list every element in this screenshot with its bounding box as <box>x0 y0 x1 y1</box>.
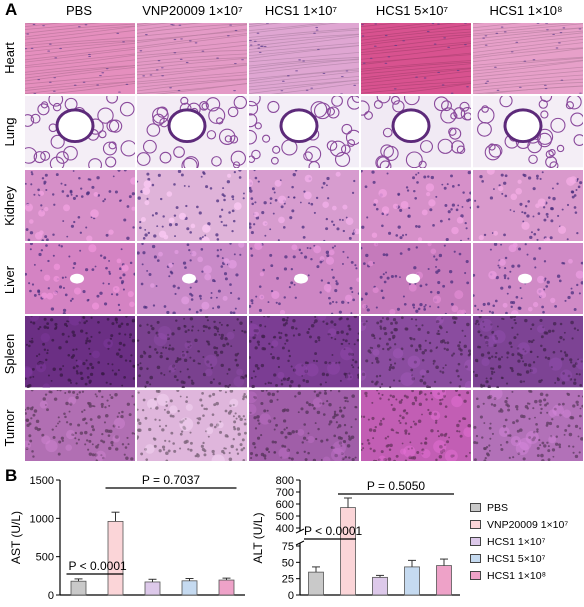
alt-y-tick-label: 50 <box>282 557 294 569</box>
legend-item: HCS1 1×10⁷ <box>470 533 568 550</box>
histology-tile-heart-5 <box>473 23 583 95</box>
legend-label: HCS1 1×10⁸ <box>487 569 547 582</box>
legend-label: HCS1 1×10⁷ <box>487 535 546 548</box>
alt-bar <box>404 566 420 596</box>
histology-tile-spleen-4 <box>361 316 471 388</box>
row-label-lung: Lung <box>2 117 17 147</box>
row-label-liver: Liver <box>2 265 17 295</box>
legend-label: VNP20009 1×10⁷ <box>487 518 569 531</box>
column-header-hcs1-1e7: HCS1 1×10⁷ <box>264 3 338 18</box>
alt-y-tick-label: 0 <box>288 590 294 602</box>
alt-y-tick-label: 700 <box>276 487 294 499</box>
row-label-spleen: Spleen <box>2 333 17 375</box>
ast-bar <box>218 579 235 596</box>
histology-tile-kidney-1 <box>25 169 135 241</box>
legend-item: HCS1 5×10⁷ <box>470 550 568 567</box>
histology-tile-lung-2 <box>137 96 247 168</box>
legend-swatch <box>470 554 481 563</box>
histology-tile-lung-5 <box>473 96 583 168</box>
column-header-hcs1-5e7: HCS1 5×10⁷ <box>375 3 449 18</box>
histology-tile-kidney-3 <box>249 169 359 241</box>
histology-tile-spleen-2 <box>137 316 247 388</box>
alt-axis-break <box>295 528 305 534</box>
chart-legend: PBS VNP20009 1×10⁷ HCS1 1×10⁷ HCS1 5×10⁷ HCS… <box>470 499 568 584</box>
histology-tile-spleen-3 <box>249 316 359 388</box>
ast-y-tick-label: 1000 <box>30 513 54 525</box>
histology-tile-liver-2 <box>137 243 247 315</box>
legend-label: PBS <box>487 501 509 514</box>
legend-swatch <box>470 537 481 546</box>
row-label-kidney: Kidney <box>2 186 17 226</box>
alt-p-value-label: P < 0.0001 <box>304 524 362 538</box>
histology-tile-tumor-3 <box>249 389 359 461</box>
histology-tile-liver-3 <box>249 243 359 315</box>
row-label-tumor: Tumor <box>2 409 17 447</box>
histology-tile-tumor-1 <box>25 389 135 461</box>
ast-p-value-label: P = 0.7037 <box>142 473 200 487</box>
histology-tile-liver-5 <box>473 243 583 315</box>
histology-tile-kidney-5 <box>473 169 583 241</box>
alt-y-tick-label: 800 <box>276 475 294 487</box>
histology-tile-liver-1 <box>25 243 135 315</box>
histology-tile-heart-2 <box>137 23 247 95</box>
legend-swatch <box>470 520 481 529</box>
alt-y-tick-label: 400 <box>276 523 294 535</box>
alt-y-tick-label: 75 <box>282 541 294 553</box>
histology-grid <box>24 22 584 462</box>
alt-bar <box>372 576 388 596</box>
legend-item: HCS1 1×10⁸ <box>470 567 568 584</box>
ast-p-value-label: P < 0.0001 <box>69 559 127 573</box>
column-header-vnp20009: VNP20009 1×10⁷ <box>142 3 243 18</box>
ast-y-tick-label: 1500 <box>30 475 54 487</box>
histology-tile-spleen-5 <box>473 316 583 388</box>
alt-y-tick-label: 500 <box>276 511 294 523</box>
legend-swatch <box>470 571 481 580</box>
histology-tile-heart-3 <box>249 23 359 95</box>
histology-tile-tumor-4 <box>361 389 471 461</box>
ast-bar <box>181 580 198 596</box>
histology-tile-kidney-4 <box>361 169 471 241</box>
histology-tile-spleen-1 <box>25 316 135 388</box>
alt-bar <box>436 565 452 596</box>
legend-label: HCS1 5×10⁷ <box>487 552 546 565</box>
ast-bar <box>144 581 161 596</box>
panel-a-letter: A <box>5 0 18 19</box>
ast-y-axis-label: AST (U/L) <box>9 511 23 564</box>
column-header-hcs1-1e8: HCS1 1×10⁸ <box>489 3 563 18</box>
alt-y-axis-label: ALT (U/L) <box>251 513 265 564</box>
ast-y-tick-label: 0 <box>48 590 54 602</box>
ast-bar <box>70 580 87 596</box>
histology-tile-liver-4 <box>361 243 471 315</box>
alt-p-value-label: P = 0.5050 <box>367 479 425 493</box>
legend-swatch <box>470 503 481 512</box>
column-header-pbs: PBS <box>65 3 92 18</box>
panel-b-letter: B <box>5 466 18 485</box>
alt-y-tick-label: 25 <box>282 574 294 586</box>
alt-y-tick-label: 600 <box>276 499 294 511</box>
ast-bar <box>107 521 124 596</box>
histology-tile-lung-4 <box>361 96 471 168</box>
legend-item: VNP20009 1×10⁷ <box>470 516 568 533</box>
histology-tile-tumor-5 <box>473 389 583 461</box>
row-label-heart: Heart <box>2 42 17 74</box>
alt-bar <box>308 571 324 596</box>
histology-tile-heart-1 <box>25 23 135 95</box>
histology-tile-tumor-2 <box>137 389 247 461</box>
legend-item: PBS <box>470 499 568 516</box>
alt-axis-break <box>295 540 305 546</box>
histology-tile-lung-3 <box>249 96 359 168</box>
alt-bar <box>340 507 356 596</box>
histology-tile-heart-4 <box>361 23 471 95</box>
ast-y-tick-label: 500 <box>36 552 54 564</box>
histology-tile-kidney-2 <box>137 169 247 241</box>
histology-tile-lung-1 <box>25 96 135 168</box>
ast-bar-chart: 0 500 1000 1500 AST (U/L) P = 0.7037 P < 0.000… <box>9 473 245 602</box>
